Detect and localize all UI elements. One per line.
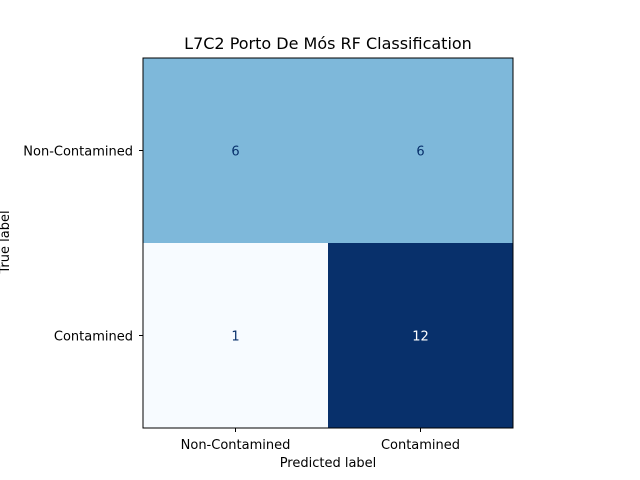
cell-value-label: 1 bbox=[231, 330, 239, 345]
heatmap-cells: 6 6 1 12 bbox=[142, 57, 514, 429]
heatmap-cell bbox=[328, 58, 513, 243]
cell-value-label: 6 bbox=[231, 145, 239, 160]
cell-value-label: 12 bbox=[412, 330, 429, 345]
y-axis-label: True label bbox=[0, 210, 13, 274]
heatmap-cell bbox=[143, 58, 328, 243]
chart-title: L7C2 Porto De Mós RF Classification bbox=[184, 34, 472, 53]
axis-ticks: Non-Contamined Contamined Non-Contamined Co… bbox=[23, 145, 460, 454]
cell-value-label: 6 bbox=[416, 145, 424, 160]
y-tick-label: Contamined bbox=[54, 330, 133, 345]
plot-frame bbox=[142, 57, 514, 429]
heatmap-cell bbox=[328, 243, 513, 428]
y-tick-label: Non-Contamined bbox=[23, 145, 133, 160]
x-axis-label: Predicted label bbox=[280, 456, 377, 471]
heatmap-cell bbox=[143, 243, 328, 428]
x-tick-label: Contamined bbox=[381, 438, 460, 453]
x-tick-label: Non-Contamined bbox=[181, 438, 291, 453]
